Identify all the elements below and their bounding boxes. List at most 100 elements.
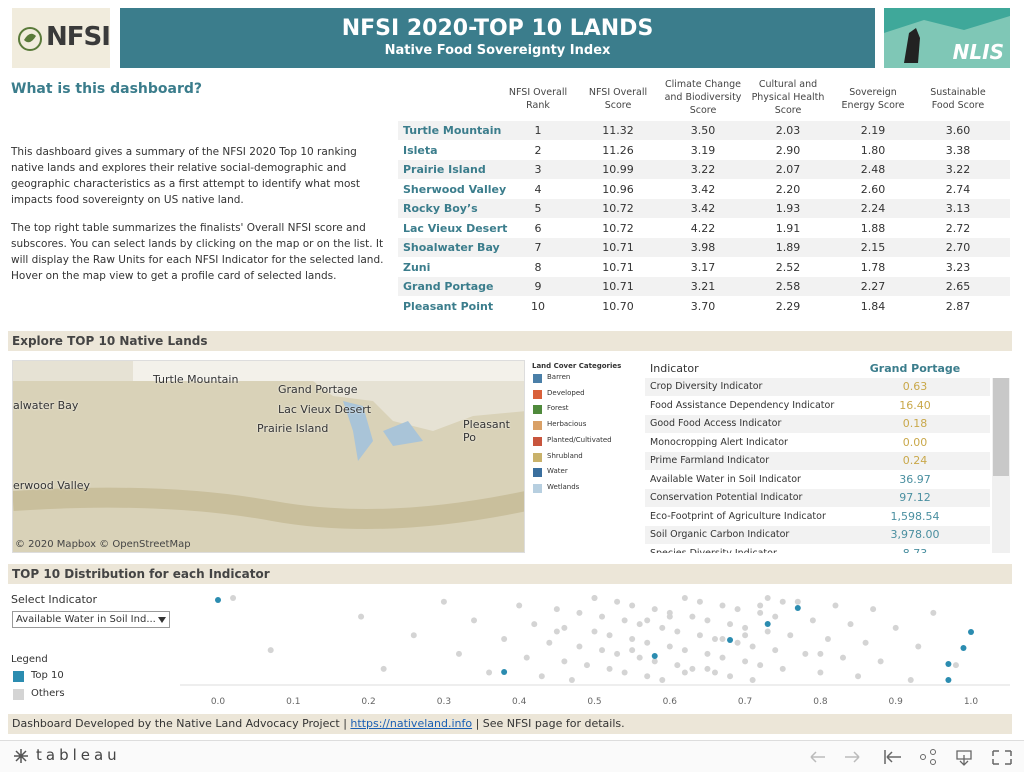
other-point (636, 621, 643, 628)
row-bg (645, 489, 990, 507)
other-point (614, 650, 621, 657)
other-point (847, 621, 854, 628)
intro-heading: What is this dashboard? (11, 81, 202, 97)
other-point (772, 613, 779, 620)
other-point (471, 617, 478, 624)
land-name[interactable]: Prairie Island (403, 163, 486, 176)
score-cell: 2.72 (945, 221, 971, 235)
row-bg (398, 121, 1010, 140)
land-name[interactable]: Sherwood Valley (403, 182, 507, 196)
score-cell: 3.38 (945, 143, 971, 157)
other-point (614, 598, 621, 605)
map-label[interactable]: Prairie Island (257, 422, 329, 435)
section-bar: Explore TOP 10 Native Lands (8, 331, 1012, 351)
indicator-dropdown[interactable]: Available Water in Soil Ind... (12, 611, 170, 628)
section-bar: TOP 10 Distribution for each Indicator (8, 564, 1012, 584)
indicator-name: Monocropping Alert Indicator (650, 436, 788, 448)
toolbar-icons[interactable] (805, 747, 1015, 767)
land-name[interactable]: Isleta (403, 143, 438, 157)
other-point (727, 621, 734, 628)
score-cell: 10.71 (602, 260, 634, 274)
land-name[interactable]: Rocky Boy’s (403, 202, 478, 215)
other-point (930, 609, 937, 616)
top10-point (794, 605, 801, 611)
indicator-name: Species Diversity Indicator (650, 547, 777, 554)
dropdown-value: Available Water in Soil Ind... (16, 614, 156, 625)
score-cell: 10 (531, 299, 545, 313)
land-name[interactable]: Grand Portage (403, 280, 494, 293)
score-cell: 10.96 (602, 182, 634, 196)
score-cell: 3.22 (945, 163, 971, 176)
score-cell: 4.22 (690, 221, 716, 235)
intro-paragraph: This dashboard gives a summary of the NF… (11, 146, 360, 206)
land-name[interactable]: Shoalwater Bay (403, 241, 500, 254)
legend-label: Developed (547, 388, 585, 397)
other-point (629, 647, 636, 654)
other-point (629, 602, 636, 609)
land-name[interactable]: Pleasant Point (403, 299, 494, 313)
map-label[interactable]: Pleasant Po (463, 418, 510, 444)
land-name[interactable]: Lac Vieux Desert (403, 221, 508, 235)
score-cell: 3.42 (690, 182, 716, 196)
legend-swatch (13, 689, 24, 700)
map-label[interactable]: erwood Valley (13, 479, 91, 492)
row-bg (398, 218, 1010, 238)
strip-plot: 0.0 0.1 0.2 0.3 0.4 0.5 0.6 0.7 0.8 0.9 1.0 (180, 595, 1010, 707)
other-point (659, 624, 666, 631)
map-label[interactable]: Lac Vieux Desert (278, 403, 372, 416)
score-cell: 4 (534, 182, 542, 196)
other-point (674, 662, 681, 669)
indicator-name: Crop Diversity Indicator (650, 381, 763, 392)
logo-art (884, 16, 1010, 68)
map[interactable]: © 2020 Mapbox © OpenStreetMap Turtle Mou… (12, 360, 525, 553)
legend-swatch (13, 671, 24, 682)
score-cell: 1.88 (860, 221, 886, 235)
score-cell: 2.07 (775, 163, 801, 176)
other-point (230, 595, 237, 601)
score-cell: 3.17 (690, 260, 716, 274)
other-point (553, 606, 560, 613)
logo-right: NLIS (884, 8, 1010, 68)
legend-label: Shrubland (547, 451, 583, 460)
other-point (636, 654, 643, 661)
subtitle: Native Food Sovereignty Index (384, 43, 611, 58)
land-name[interactable]: Zuni (403, 260, 431, 274)
score-cell: 7 (534, 241, 542, 254)
row-bg (645, 378, 990, 396)
score-cell: 3.50 (690, 124, 716, 137)
score-cell: 10.71 (602, 280, 634, 293)
score-cell: 3.70 (690, 299, 716, 313)
select-label: Select Indicator (11, 593, 98, 606)
x-tick-label: 0.3 (437, 697, 451, 707)
score-cell: 2.03 (775, 124, 801, 137)
score-cell: 8 (534, 260, 542, 274)
score-cell: 3.60 (945, 124, 971, 137)
score-cell: 2.20 (775, 182, 801, 196)
other-point (704, 650, 711, 657)
legend-swatch (533, 374, 542, 383)
title-banner: NFSI 2020-TOP 10 LANDS Native Food Sover… (120, 8, 875, 68)
score-cell: 1.80 (860, 143, 886, 157)
indicator-name: Food Assistance Dependency Indicator (650, 399, 835, 411)
indicator-name: Prime Farmland Indicator (650, 455, 770, 466)
legend-title: Land Cover Categories (532, 362, 622, 370)
legend-label: Planted/Cultivated (547, 435, 612, 444)
map-label[interactable]: Turtle Mountain (153, 373, 239, 386)
indicator-name: Conservation Potential Indicator (650, 492, 803, 503)
other-point (817, 669, 824, 676)
other-point (749, 643, 756, 650)
land-name[interactable]: Turtle Mountain (403, 124, 502, 137)
indicator-name: Eco-Footprint of Agriculture Indicator (650, 510, 826, 522)
map-label[interactable]: alwater Bay (13, 399, 79, 412)
other-point (599, 613, 606, 620)
footer-link[interactable]: https://nativeland.info (350, 717, 473, 730)
other-point (915, 643, 922, 650)
column-header: Cultural and Physical Health Score (751, 79, 825, 116)
indicator-table: Indicator Grand Portage Crop Diversity Ind… (645, 360, 1010, 553)
other-point (651, 606, 658, 613)
logo-left: NFSI (12, 8, 111, 68)
score-cell: 6 (534, 221, 542, 235)
map-label[interactable]: Grand Portage (278, 383, 358, 396)
other-point (764, 595, 771, 601)
